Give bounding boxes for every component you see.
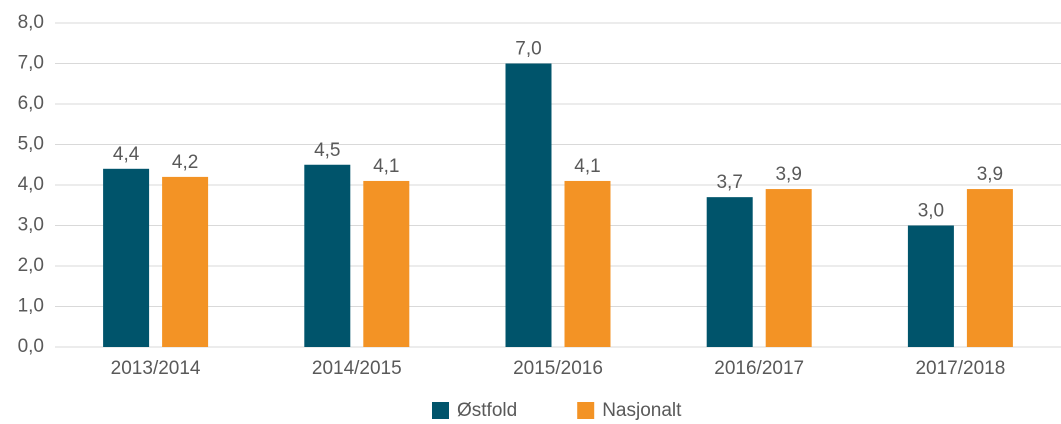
x-tick-label: 2013/2014 [111,358,201,379]
legend-swatch [432,402,449,419]
data-label: 4,4 [113,144,140,165]
bar [162,176,209,347]
data-label: 4,5 [314,140,340,161]
data-label: 3,9 [775,164,801,185]
bar [907,225,954,347]
x-tick-label: 2015/2016 [513,358,603,379]
bar [304,164,351,347]
y-tick-label: 7,0 [18,53,44,74]
y-tick-label: 6,0 [18,93,44,114]
x-tick-label: 2017/2018 [915,358,1005,379]
bar [103,168,150,347]
legend-label: Østfold [457,400,517,421]
bar [505,63,552,347]
y-tick-label: 3,0 [18,215,44,236]
x-tick-label: 2014/2015 [312,358,402,379]
x-tick-label: 2016/2017 [714,358,804,379]
bar [564,180,611,347]
data-label: 3,7 [716,172,742,193]
y-tick-label: 4,0 [18,174,44,195]
y-tick-label: 5,0 [18,134,44,155]
y-tick-label: 2,0 [18,255,44,276]
data-label: 3,9 [977,164,1003,185]
data-label: 4,1 [373,156,399,177]
data-label: 3,0 [918,201,944,222]
y-tick-label: 8,0 [18,12,44,33]
bar [966,189,1013,347]
data-label: 4,1 [574,156,600,177]
legend-swatch [577,402,595,419]
bar [765,189,812,347]
y-tick-label: 0,0 [18,336,44,357]
y-tick-label: 1,0 [18,296,44,317]
data-label: 7,0 [515,39,541,60]
data-label: 4,2 [172,152,198,173]
bar [363,180,410,347]
bar [706,197,753,347]
legend-label: Nasjonalt [602,400,682,421]
